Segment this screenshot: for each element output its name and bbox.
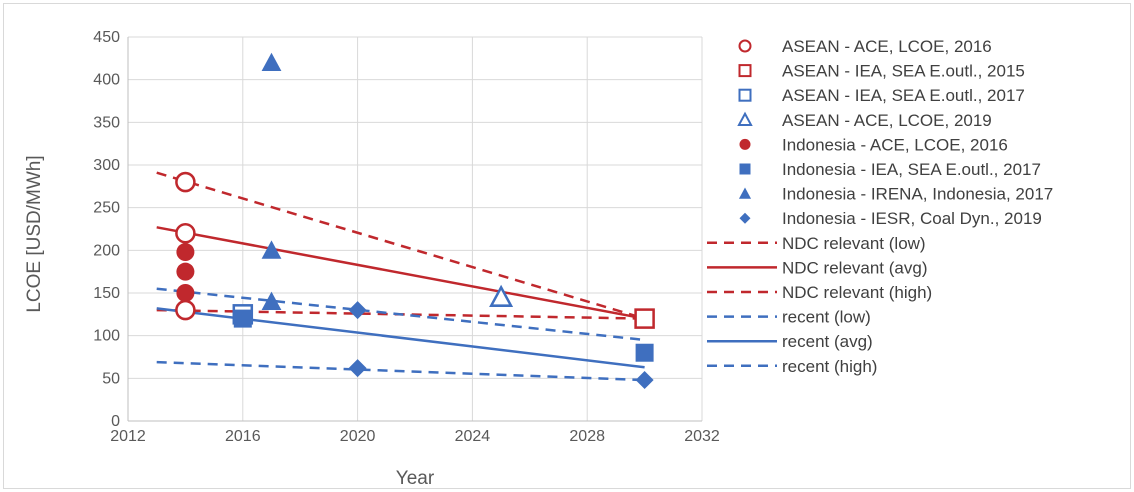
data-point: [176, 262, 195, 281]
data-point: [176, 243, 195, 262]
data-point: [175, 171, 196, 193]
y-axis-title: LCOE [USD/MWh]: [24, 155, 45, 312]
legend-label: recent (high): [782, 357, 877, 376]
y-tick-label: 400: [93, 72, 120, 89]
legend-label: NDC relevant (high): [782, 283, 932, 302]
data-point: [176, 284, 195, 302]
legend-label: ASEAN - IEA, SEA E.outl., 2015: [782, 62, 1025, 81]
x-tick-label: 2020: [340, 428, 376, 445]
data-point: [635, 343, 654, 362]
legend-marker: [738, 88, 752, 102]
legend-label: Indonesia - IRENA, Indonesia, 2017: [782, 185, 1053, 204]
tick-labels: 0 50 100 150 200 250 300 350 400 450 2012 2016 2020 2…: [93, 29, 720, 445]
y-tick-label: 350: [93, 114, 120, 131]
x-tick-label: 2024: [455, 428, 491, 445]
data-point: [489, 284, 514, 307]
legend-label: Indonesia - ACE, LCOE, 2016: [782, 135, 1008, 154]
legend-marker: [737, 111, 753, 126]
legend-label: ASEAN - IEA, SEA E.outl., 2017: [782, 86, 1025, 105]
y-tick-label: 50: [102, 370, 120, 387]
legend-label: Indonesia - IEA, SEA E.outl., 2017: [782, 160, 1041, 179]
legend-marker: [739, 138, 751, 150]
legend-marker: [739, 163, 751, 175]
legend-marker: [738, 64, 752, 78]
y-tick-label: 0: [111, 413, 120, 430]
y-tick-label: 100: [93, 328, 120, 345]
y-tick-label: 300: [93, 157, 120, 174]
y-tick-label: 150: [93, 285, 120, 302]
legend-marker: [738, 39, 752, 53]
legend-marker: [739, 212, 751, 224]
data-point: [175, 299, 196, 321]
legend-label: NDC relevant (avg): [782, 258, 928, 277]
series-line: [156, 226, 645, 320]
data-point: [261, 240, 282, 259]
axes: [127, 37, 702, 422]
data-point: [175, 223, 196, 244]
legend-label: recent (low): [782, 308, 871, 327]
x-tick-label: 2028: [569, 428, 605, 445]
legend-label: ASEAN - ACE, LCOE, 2019: [782, 111, 992, 130]
series-line: [156, 287, 645, 342]
legend: ASEAN - ACE, LCOE, 2016 ASEAN - IEA, SEA …: [707, 37, 1053, 376]
x-axis-title: Year: [396, 468, 435, 489]
data-point: [261, 291, 282, 310]
data-markers: [175, 52, 655, 390]
legend-label: NDC relevant (low): [782, 234, 926, 253]
y-tick-label: 450: [93, 29, 120, 46]
data-point: [348, 301, 367, 320]
legend-label: Indonesia - IESR, Coal Dyn., 2019: [782, 209, 1042, 228]
legend-marker: [738, 187, 752, 199]
y-tick-label: 200: [93, 242, 120, 259]
legend-label: ASEAN - ACE, LCOE, 2016: [782, 37, 992, 56]
series-line: [156, 360, 645, 382]
trend-lines: [156, 171, 645, 382]
x-tick-label: 2016: [225, 428, 261, 445]
data-point: [348, 359, 367, 378]
x-tick-label: 2012: [110, 428, 146, 445]
data-point: [635, 371, 654, 390]
data-point: [261, 52, 282, 72]
legend-label: recent (avg): [782, 332, 873, 351]
data-point: [233, 309, 252, 328]
x-tick-label: 2032: [684, 428, 720, 445]
y-tick-label: 250: [93, 200, 120, 217]
data-point: [634, 308, 655, 329]
